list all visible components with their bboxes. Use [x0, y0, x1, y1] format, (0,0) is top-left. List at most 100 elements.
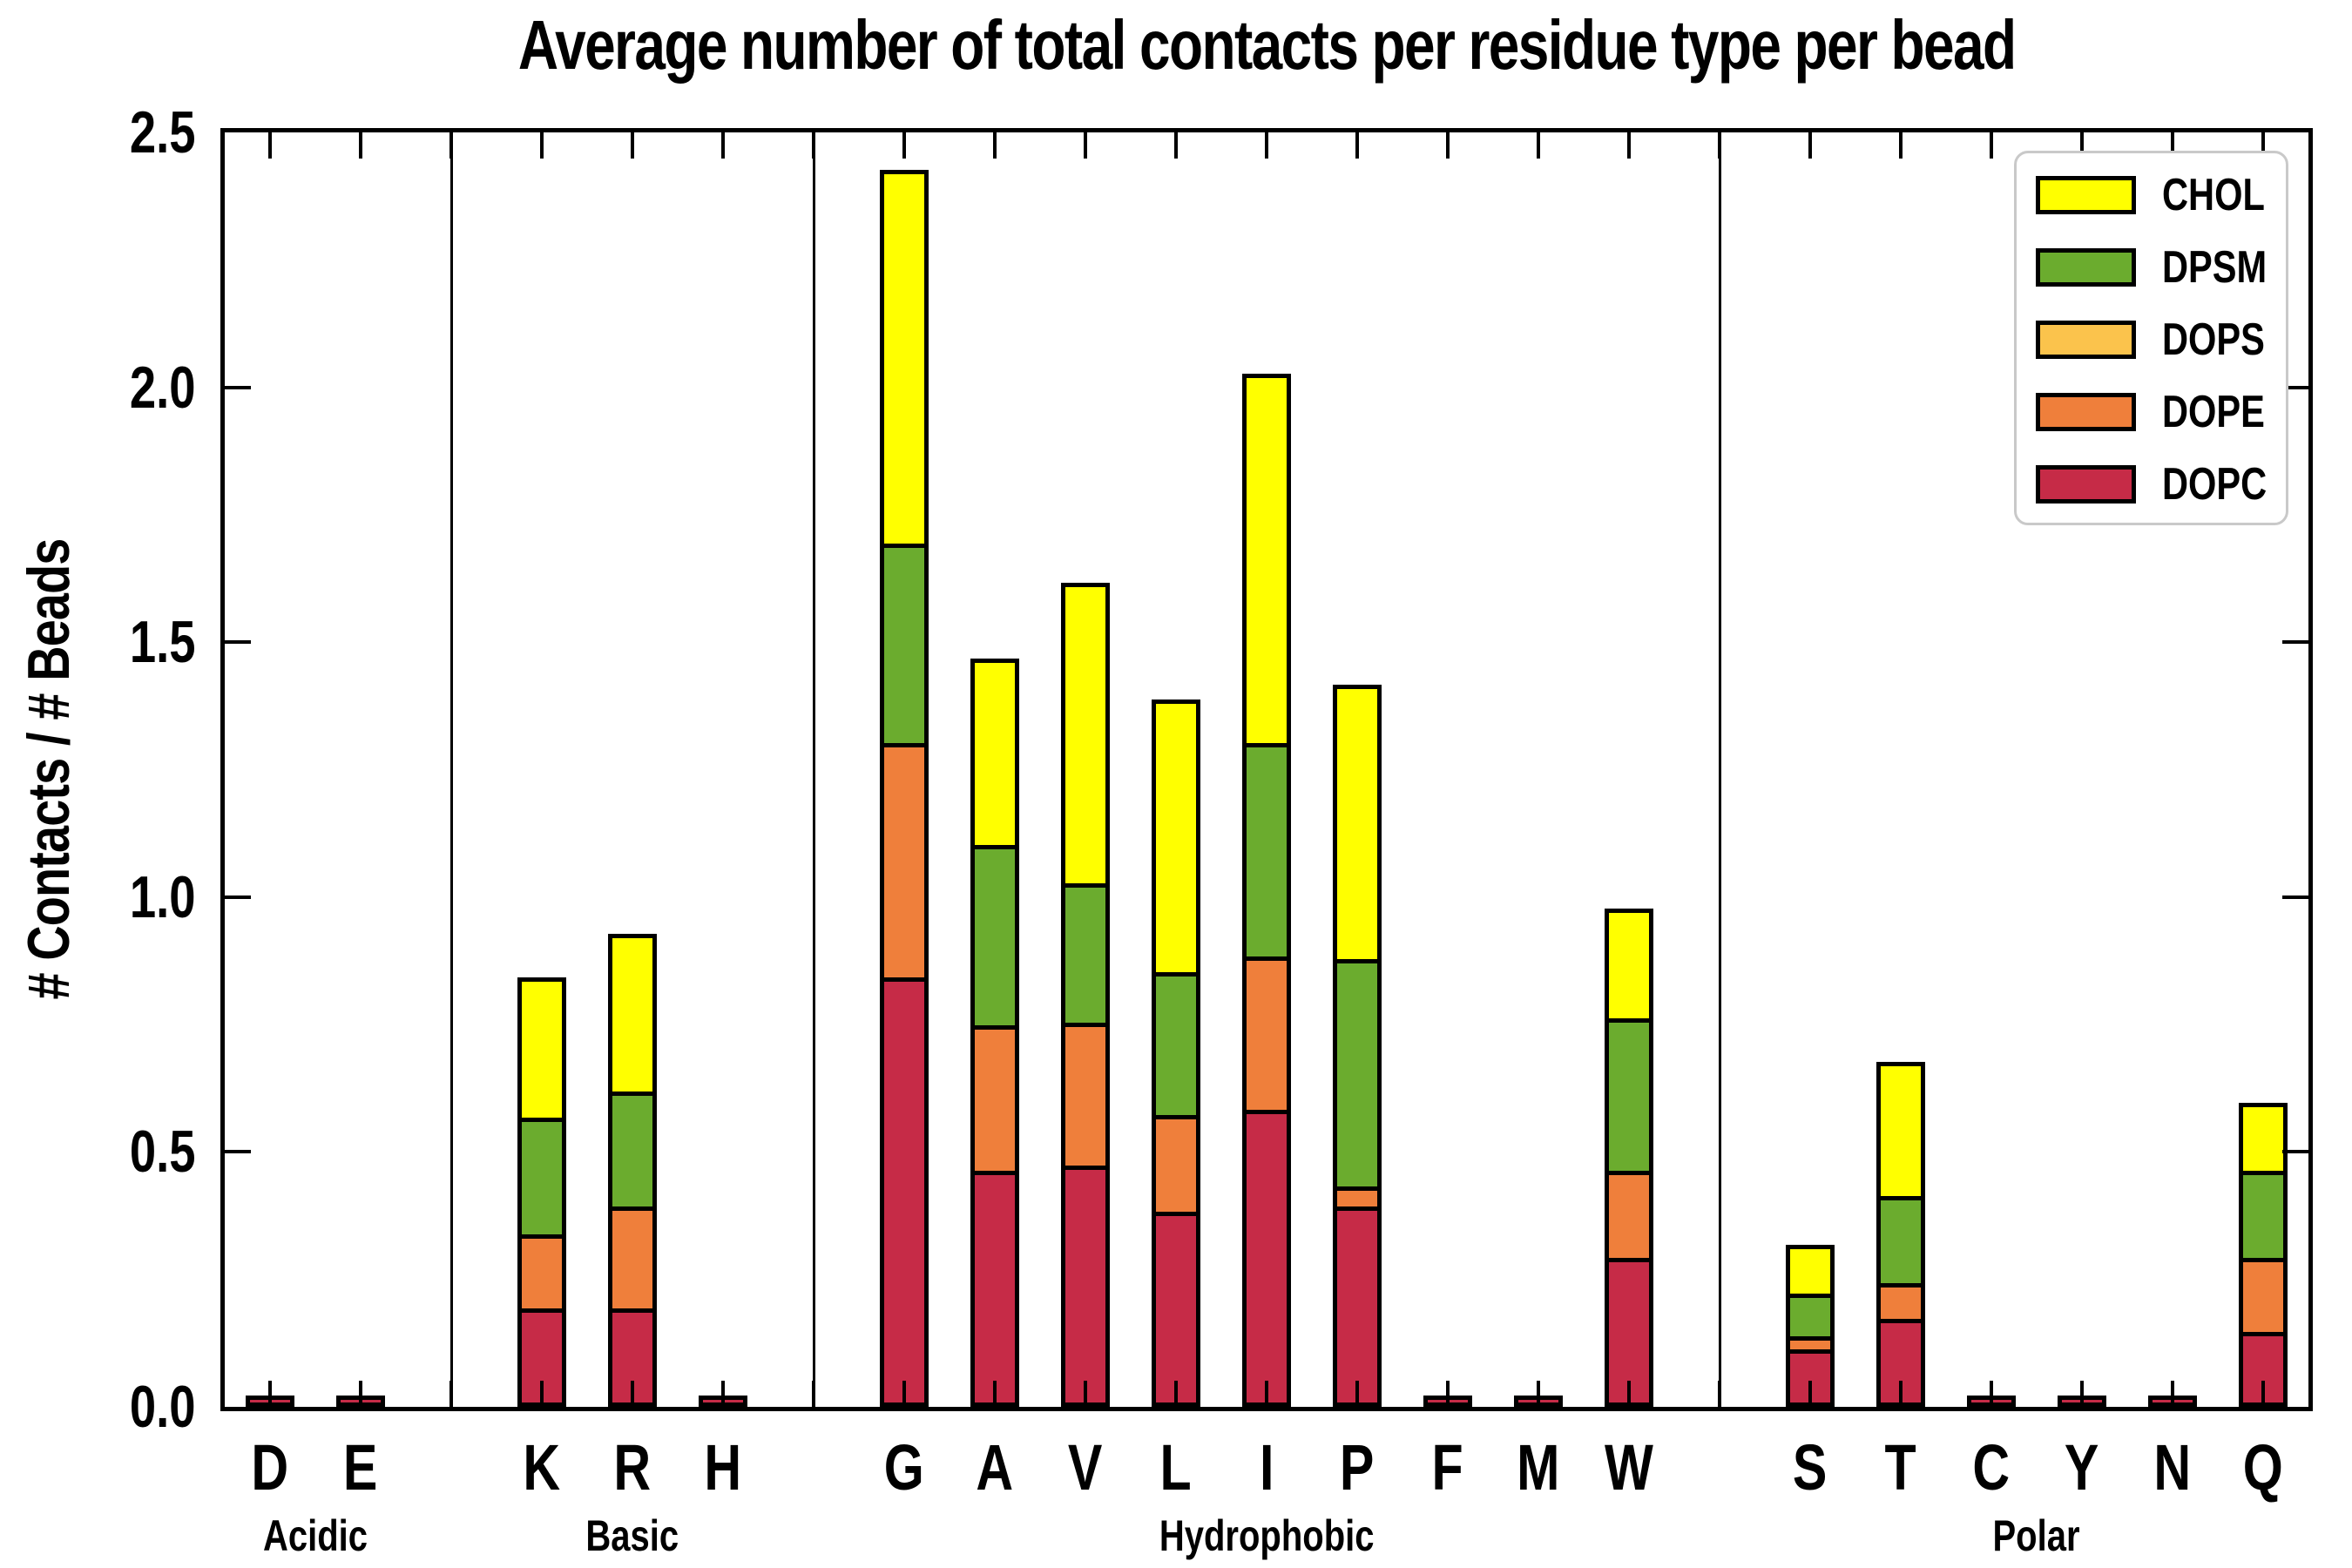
x-tick-top — [1808, 132, 1812, 159]
segment-DOPC — [975, 1173, 1015, 1402]
segment-CHOL — [1337, 688, 1377, 962]
segment-DPSM — [1881, 1198, 1921, 1286]
group-label-hydrophobic: Hydrophobic — [1092, 1511, 1441, 1561]
x-category-label: R — [571, 1430, 693, 1504]
segment-divider — [1881, 1196, 1921, 1201]
x-category-label: M — [1477, 1430, 1599, 1504]
x-category-label-text: K — [523, 1431, 561, 1504]
y-tick-right — [2282, 1150, 2308, 1154]
x-tick-bottom — [812, 1381, 815, 1407]
legend-swatch-dpsm — [2036, 247, 2136, 287]
segment-divider — [522, 1234, 562, 1240]
x-category-label-text: E — [343, 1431, 378, 1504]
x-tick-top — [1446, 132, 1450, 159]
segment-DOPE — [1790, 1338, 1830, 1352]
bar-I — [1242, 373, 1291, 1407]
segment-divider — [1247, 1109, 1287, 1114]
segment-DPSM — [612, 1093, 652, 1209]
group-label-acidic: Acidic — [141, 1511, 490, 1561]
x-category-label: C — [1930, 1430, 2052, 1504]
segment-divider — [1609, 1017, 1649, 1023]
x-tick-bottom — [1899, 1381, 1903, 1407]
x-category-label: Q — [2202, 1430, 2324, 1504]
segment-divider — [522, 1117, 562, 1122]
segment-divider — [1790, 1336, 1830, 1342]
x-category-label-text: C — [1972, 1431, 2011, 1504]
x-category-label-text: Q — [2242, 1431, 2284, 1504]
x-category-label-text: T — [1884, 1431, 1917, 1504]
x-tick-bottom — [631, 1381, 634, 1407]
segment-divider — [1247, 742, 1287, 747]
segment-divider — [1156, 1114, 1196, 1119]
segment-divider — [1881, 1282, 1921, 1288]
legend-label-text: DPSM — [2162, 241, 2268, 293]
segment-divider — [1337, 959, 1377, 964]
bar-P — [1333, 684, 1382, 1407]
legend: CHOL DPSM DOPS DOPE DOPC — [2014, 151, 2288, 525]
legend-label-dopc: DOPC — [2162, 458, 2293, 510]
segment-CHOL — [1609, 913, 1649, 1021]
segment-DPSM — [1337, 961, 1377, 1189]
segment-divider — [612, 1308, 652, 1314]
x-category-label-text: M — [1517, 1431, 1560, 1504]
x-category-label-text: V — [1068, 1431, 1103, 1504]
bar-L — [1152, 700, 1200, 1407]
segment-CHOL — [975, 663, 1015, 848]
x-tick-top — [1265, 132, 1268, 159]
y-tick-label: 1.5 — [22, 612, 196, 672]
x-tick-bottom — [1537, 1381, 1540, 1407]
bar-R — [608, 934, 657, 1407]
group-separator-line — [1718, 132, 1721, 1407]
segment-divider — [1337, 1206, 1377, 1212]
legend-label-dops: DOPS — [2162, 314, 2290, 366]
group-label-text: Hydrophobic — [1159, 1511, 1375, 1560]
y-tick-right — [2282, 385, 2308, 389]
segment-CHOL — [1790, 1249, 1830, 1296]
x-tick-bottom — [540, 1381, 544, 1407]
x-tick-bottom — [1174, 1381, 1178, 1407]
x-tick-top — [721, 132, 725, 159]
segment-DOPC — [1337, 1208, 1377, 1402]
x-tick-top — [540, 132, 544, 159]
x-tick-top — [1718, 132, 1721, 159]
segment-DPSM — [1609, 1020, 1649, 1173]
segment-divider — [1609, 1257, 1649, 1262]
y-tick-label: 2.5 — [22, 102, 196, 163]
segment-DOPE — [1609, 1173, 1649, 1260]
y-tick-label-text: 0.0 — [130, 1374, 196, 1440]
bar-V — [1061, 582, 1110, 1407]
x-category-label: T — [1840, 1430, 1962, 1504]
segment-DOPC — [1609, 1260, 1649, 1402]
segment-CHOL — [2243, 1106, 2283, 1173]
segment-DOPE — [1065, 1024, 1105, 1168]
x-category-label: W — [1568, 1430, 1690, 1504]
x-category-label-text: I — [1259, 1431, 1274, 1504]
segment-DOPC — [1156, 1213, 1196, 1402]
segment-CHOL — [1156, 704, 1196, 975]
x-tick-top — [1174, 132, 1178, 159]
bar-K — [517, 977, 566, 1407]
x-tick-bottom — [1990, 1381, 1993, 1407]
x-tick-top — [902, 132, 906, 159]
x-category-label-text: R — [613, 1431, 652, 1504]
x-category-label-text: W — [1605, 1431, 1653, 1504]
segment-divider — [2243, 1331, 2283, 1336]
legend-label-dpsm: DPSM — [2162, 241, 2293, 294]
segment-divider — [1337, 1186, 1377, 1191]
segment-divider — [1790, 1293, 1830, 1298]
x-tick-bottom — [449, 1381, 453, 1407]
segment-divider — [975, 1025, 1015, 1031]
segment-divider — [2243, 1171, 2283, 1176]
legend-label-text: DOPE — [2162, 386, 2265, 437]
x-tick-bottom — [721, 1381, 725, 1407]
x-tick-bottom — [1355, 1381, 1359, 1407]
segment-CHOL — [1881, 1065, 1921, 1199]
segment-CHOL — [884, 173, 924, 546]
segment-CHOL — [1247, 377, 1287, 746]
chart-title: Average number of total contacts per res… — [220, 5, 2313, 85]
group-label-polar: Polar — [1862, 1511, 2211, 1561]
segment-DPSM — [1247, 745, 1287, 959]
x-category-label-text: L — [1159, 1431, 1193, 1504]
y-tick-left — [225, 385, 251, 389]
x-category-label-text: A — [976, 1431, 1014, 1504]
